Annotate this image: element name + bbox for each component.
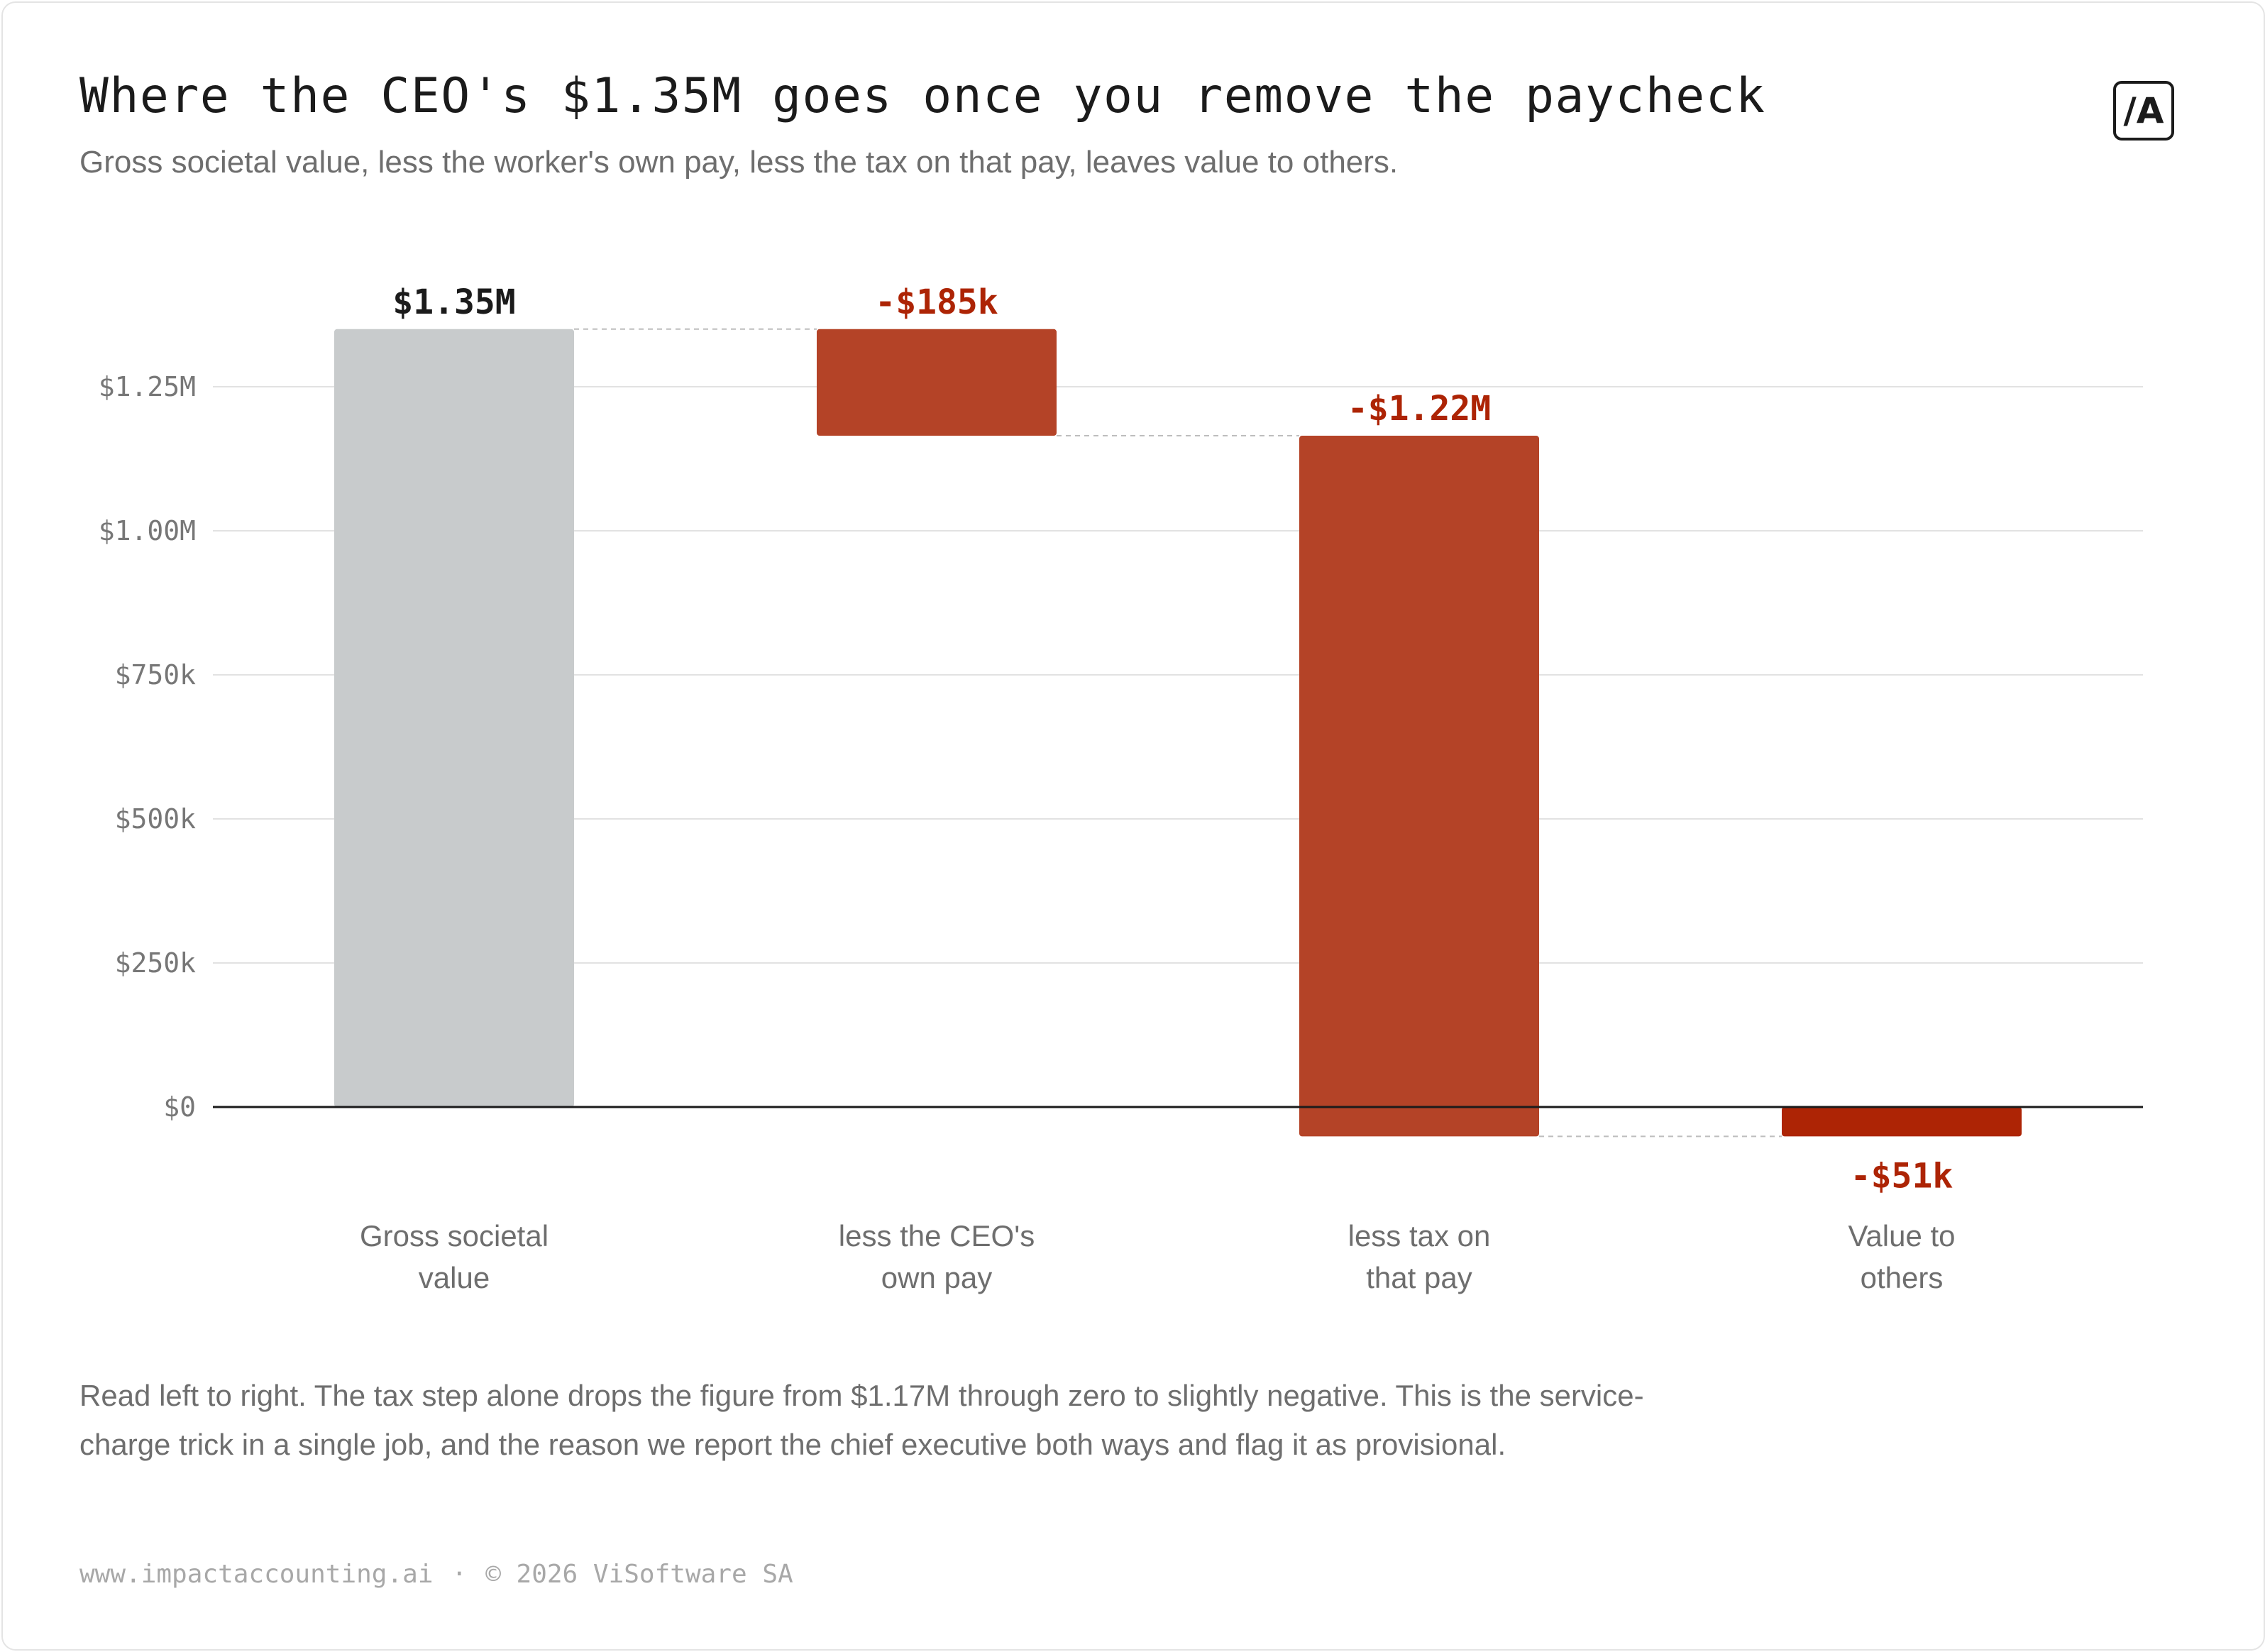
footer: www.impactaccounting.ai · © 2026 ViSoftwar… xyxy=(79,1560,793,1589)
x-axis-label: less tax on xyxy=(1348,1219,1491,1252)
footnote: Read left to right. The tax step alone d… xyxy=(79,1379,1644,1461)
y-tick-label: $1.00M xyxy=(99,515,196,546)
x-axis-label: Value to xyxy=(1848,1219,1956,1252)
bar-1 xyxy=(817,329,1057,436)
x-axis-label: own pay xyxy=(881,1261,992,1294)
value-label: $1.35M xyxy=(392,282,515,322)
bar-2 xyxy=(1299,436,1539,1137)
x-axis-label: that pay xyxy=(1366,1261,1472,1294)
bar-3 xyxy=(1782,1107,2022,1137)
y-tick-label: $750k xyxy=(115,659,197,690)
step-connectors xyxy=(574,328,1782,1138)
x-axis-label: Gross societal xyxy=(360,1219,549,1252)
bar-0 xyxy=(334,329,574,1107)
y-tick-label: $500k xyxy=(115,803,197,835)
waterfall-chart: $0 $250k $500k $750k $1.00M $1.25M $1.35M -$18… xyxy=(99,282,2143,1294)
y-axis-ticks: $0 $250k $500k $750k $1.00M $1.25M xyxy=(99,371,196,1123)
x-axis-labels: Gross societal value less the CEO's own pay… xyxy=(360,1219,1956,1294)
footer-copyright: © 2026 ViSoftware SA xyxy=(485,1560,793,1589)
value-labels: $1.35M -$185k -$1.22M -$51k xyxy=(392,282,1953,1196)
value-label: -$1.22M xyxy=(1348,389,1491,429)
x-axis-label: others xyxy=(1861,1261,1944,1294)
brand-logo-icon: /A xyxy=(2113,81,2174,141)
x-axis-label: value xyxy=(419,1261,490,1294)
footer-separator: · xyxy=(451,1560,468,1589)
x-axis-label: less the CEO's xyxy=(839,1219,1035,1252)
value-label: -$185k xyxy=(875,282,998,322)
y-tick-label: $250k xyxy=(115,947,197,979)
bars xyxy=(334,329,2022,1137)
footer-site-link[interactable]: www.impactaccounting.ai xyxy=(79,1560,434,1589)
chart-subtitle: Gross societal value, less the worker's … xyxy=(79,145,1399,180)
value-label: -$51k xyxy=(1851,1156,1953,1196)
y-tick-label: $0 xyxy=(163,1091,196,1123)
y-tick-label: $1.25M xyxy=(99,371,196,402)
chart-title: Where the CEO's $1.35M goes once you rem… xyxy=(79,68,1766,124)
